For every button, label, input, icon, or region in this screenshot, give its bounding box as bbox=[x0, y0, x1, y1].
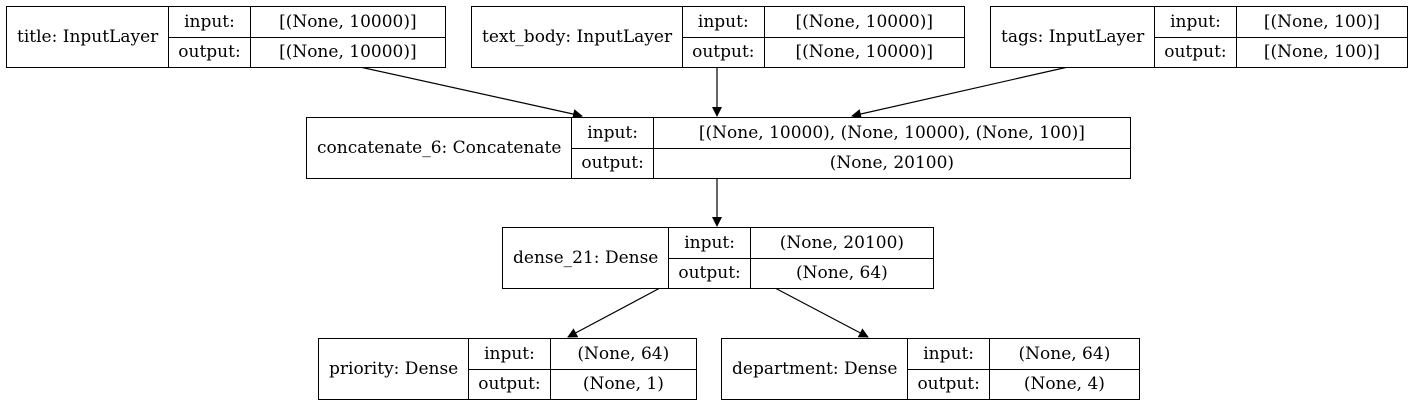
output-label: output: bbox=[669, 257, 750, 289]
node-concatenate: concatenate_6: Concatenate input: output… bbox=[306, 117, 1131, 179]
input-shape: (None, 20100) bbox=[779, 232, 905, 253]
output-label: output: bbox=[908, 368, 989, 400]
node-title-inputlayer: title: InputLayer input: output: [(None,… bbox=[6, 6, 446, 68]
node-name: department: Dense bbox=[722, 339, 909, 399]
input-label: input: bbox=[923, 343, 975, 364]
output-shape: (None, 64) bbox=[750, 257, 933, 289]
node-text-body-inputlayer: text_body: InputLayer input: output: [(N… bbox=[471, 6, 965, 68]
input-shape: [(None, 10000)] bbox=[279, 11, 417, 32]
node-name: text_body: InputLayer bbox=[472, 7, 684, 67]
output-label: output: bbox=[572, 147, 653, 179]
output-label: output: bbox=[683, 36, 764, 68]
input-label: input: bbox=[684, 232, 735, 253]
node-name: title: InputLayer bbox=[7, 7, 170, 67]
edge-dense-to-priority bbox=[567, 287, 661, 338]
output-label: output: bbox=[469, 368, 550, 400]
input-shape: [(None, 10000)] bbox=[795, 11, 934, 32]
output-label: output: bbox=[169, 36, 250, 68]
node-dense-21: dense_21: Dense input: output: (None, 20… bbox=[502, 227, 934, 289]
output-shape: (None, 4) bbox=[989, 368, 1139, 400]
input-label: input: bbox=[697, 11, 749, 32]
input-label: input: bbox=[1170, 11, 1221, 32]
node-priority-dense: priority: Dense input: output: (None, 64… bbox=[318, 338, 697, 400]
output-shape: [(None, 100)] bbox=[1236, 36, 1407, 68]
output-shape: [(None, 10000)] bbox=[764, 36, 964, 68]
input-label: input: bbox=[484, 343, 535, 364]
output-label: output: bbox=[1155, 36, 1236, 68]
input-label: input: bbox=[184, 11, 235, 32]
node-name: concatenate_6: Concatenate bbox=[307, 118, 573, 178]
node-tags-inputlayer: tags: InputLayer input: output: [(None, … bbox=[990, 6, 1408, 68]
edge-dense-to-department bbox=[774, 287, 869, 338]
input-shape: [(None, 100)] bbox=[1263, 11, 1380, 32]
output-shape: (None, 1) bbox=[550, 368, 696, 400]
node-name: dense_21: Dense bbox=[503, 228, 670, 288]
output-shape: (None, 20100) bbox=[653, 147, 1130, 179]
node-department-dense: department: Dense input: output: (None, … bbox=[721, 338, 1140, 400]
node-name: tags: InputLayer bbox=[991, 7, 1156, 67]
edge-title-to-concatenate bbox=[359, 66, 583, 119]
output-shape: [(None, 10000)] bbox=[250, 36, 445, 68]
node-name: priority: Dense bbox=[319, 339, 470, 399]
input-shape: (None, 64) bbox=[577, 343, 670, 364]
input-shape: [(None, 10000), (None, 10000), (None, 10… bbox=[698, 122, 1085, 143]
edge-tags-to-concatenate bbox=[851, 66, 1069, 119]
input-shape: (None, 64) bbox=[1018, 343, 1111, 364]
input-label: input: bbox=[587, 122, 638, 143]
